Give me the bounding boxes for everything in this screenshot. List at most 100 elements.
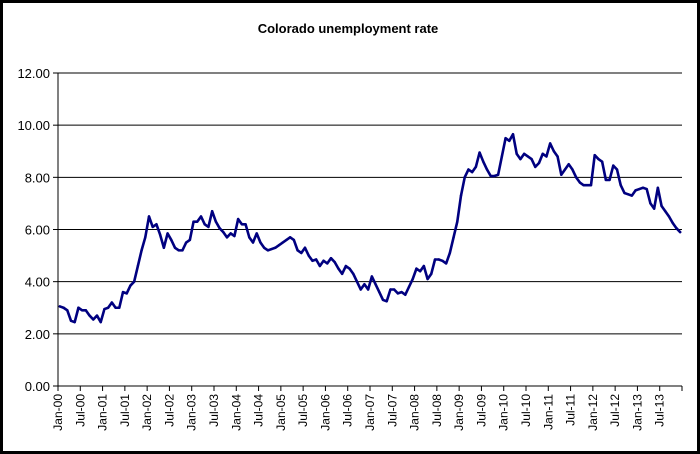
data-point	[552, 150, 556, 153]
data-point	[288, 236, 292, 239]
data-point	[641, 186, 645, 189]
data-point	[155, 223, 158, 226]
data-point	[597, 157, 600, 161]
x-tick-label: Jul-00	[73, 394, 87, 427]
data-point	[586, 183, 589, 187]
data-point	[519, 157, 522, 161]
data-point	[333, 260, 336, 264]
data-point	[541, 152, 544, 156]
data-point	[615, 168, 619, 171]
data-point	[274, 246, 277, 249]
data-point	[199, 215, 203, 218]
x-tick-label: Jan-12	[586, 394, 600, 431]
data-point	[522, 152, 526, 156]
data-point	[337, 267, 340, 270]
data-point	[582, 183, 585, 187]
data-point	[207, 225, 210, 229]
data-point	[400, 290, 403, 294]
data-point	[326, 262, 329, 265]
chart-title: Colorado unemployment rate	[258, 21, 439, 36]
data-point	[630, 194, 634, 197]
data-point	[270, 247, 273, 251]
data-point	[389, 288, 392, 291]
data-point	[563, 168, 567, 171]
data-point	[292, 238, 296, 242]
data-point	[118, 306, 121, 309]
data-point	[311, 259, 314, 262]
data-point	[430, 272, 433, 276]
data-point	[608, 178, 611, 182]
data-point	[545, 155, 548, 158]
x-tick-label: Jan-01	[96, 394, 110, 431]
data-point	[129, 284, 132, 287]
x-axis-ticks: Jan-00 Jul-00 Jan-01 Jul-01 Jan-02 Jul-02 Jan-…	[51, 386, 683, 431]
data-point	[348, 267, 351, 270]
data-point	[144, 236, 147, 239]
data-point	[266, 249, 270, 252]
data-point	[504, 137, 507, 140]
unemployment-rate-line	[58, 133, 682, 324]
data-point	[496, 173, 500, 176]
data-point	[426, 277, 429, 281]
y-tick-label: 6.00	[25, 223, 50, 238]
data-point	[77, 306, 80, 309]
data-point	[508, 139, 511, 143]
data-point	[322, 259, 325, 262]
data-point	[459, 194, 463, 197]
data-point	[374, 283, 377, 286]
data-point	[638, 187, 641, 191]
data-point	[314, 258, 318, 261]
data-point	[467, 168, 470, 171]
data-point	[259, 241, 262, 244]
data-point	[656, 186, 660, 189]
data-point	[649, 202, 652, 205]
data-point	[236, 217, 240, 221]
x-tick-label: Jul-03	[207, 394, 221, 427]
data-point	[396, 292, 400, 295]
data-point	[645, 187, 648, 191]
data-point	[196, 220, 199, 223]
data-point	[121, 290, 125, 294]
data-point	[578, 181, 582, 184]
data-point	[612, 164, 615, 167]
x-tick-label: Jan-11	[541, 394, 555, 430]
data-point	[69, 319, 73, 322]
data-point	[147, 215, 151, 218]
data-point	[166, 232, 169, 235]
data-point	[433, 258, 437, 261]
y-tick-label: 4.00	[25, 275, 50, 290]
data-point	[567, 163, 570, 166]
data-point	[84, 309, 88, 312]
data-point	[177, 249, 180, 252]
data-point	[370, 275, 374, 278]
data-point	[537, 161, 541, 165]
data-point	[366, 288, 370, 291]
x-tick-label: Jan-00	[51, 394, 65, 431]
data-point	[281, 241, 284, 244]
data-point	[407, 285, 411, 289]
data-point	[589, 183, 593, 187]
data-point	[307, 254, 310, 257]
data-point	[95, 314, 99, 317]
data-point	[62, 306, 65, 309]
data-point	[482, 160, 485, 163]
data-point	[489, 174, 492, 178]
data-point	[463, 176, 466, 179]
x-tick-label: Jan-04	[229, 394, 243, 431]
x-tick-label: Jul-02	[162, 394, 176, 427]
data-point	[106, 306, 110, 309]
data-point	[604, 178, 608, 182]
data-point	[140, 249, 143, 252]
data-point	[151, 225, 154, 229]
data-point	[600, 160, 604, 163]
data-point	[667, 215, 671, 218]
data-point	[203, 223, 206, 226]
data-point	[329, 256, 333, 260]
data-point	[441, 259, 444, 262]
data-point	[162, 246, 166, 249]
data-point	[660, 204, 663, 208]
x-tick-label: Jan-09	[452, 394, 466, 431]
x-tick-label: Jul-01	[118, 394, 132, 427]
data-point	[225, 236, 229, 239]
